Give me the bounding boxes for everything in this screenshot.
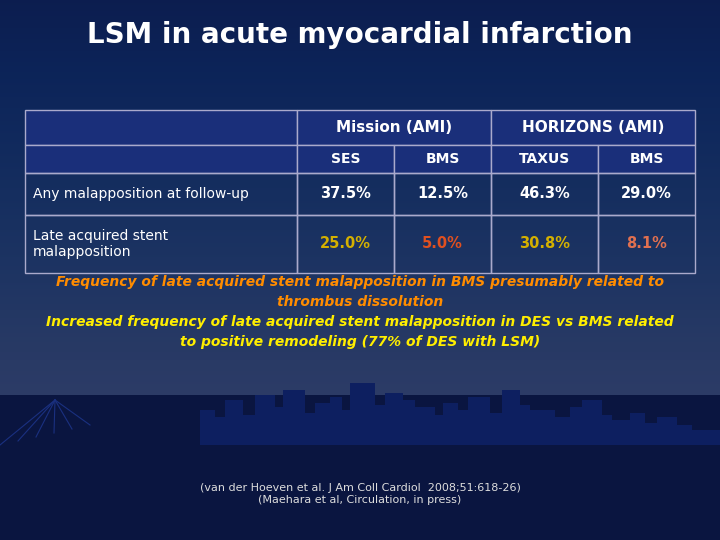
Bar	[555, 417, 570, 445]
Text: Mission (AMI): Mission (AMI)	[336, 120, 452, 135]
Text: Late acquired stent
malapposition: Late acquired stent malapposition	[33, 229, 168, 259]
Bar	[305, 413, 315, 445]
Bar	[25, 110, 297, 145]
Bar	[297, 215, 394, 273]
Bar	[458, 410, 468, 445]
Text: HORIZONS (AMI): HORIZONS (AMI)	[522, 120, 665, 135]
Text: 8.1%: 8.1%	[626, 237, 667, 252]
Text: BMS: BMS	[426, 152, 460, 166]
Bar	[297, 110, 491, 145]
Bar	[582, 400, 602, 445]
Bar	[491, 215, 598, 273]
Bar	[394, 145, 491, 173]
Text: LSM in acute myocardial infarction: LSM in acute myocardial infarction	[87, 21, 633, 49]
Bar	[677, 425, 692, 445]
Bar	[598, 215, 695, 273]
Bar	[0, 395, 720, 540]
Bar	[490, 413, 502, 445]
Bar	[275, 407, 283, 445]
Bar	[502, 390, 520, 445]
Bar	[342, 410, 350, 445]
Bar	[692, 430, 720, 445]
Bar	[350, 383, 375, 445]
Bar	[435, 415, 443, 445]
Bar	[491, 173, 598, 215]
Bar	[491, 110, 695, 145]
Text: 25.0%: 25.0%	[320, 237, 371, 252]
Bar	[403, 400, 415, 445]
Bar	[283, 390, 305, 445]
Text: 12.5%: 12.5%	[417, 186, 468, 201]
Bar	[297, 173, 394, 215]
Bar	[375, 405, 385, 445]
Bar	[330, 397, 342, 445]
Bar	[602, 415, 612, 445]
Bar	[520, 405, 530, 445]
Bar	[491, 145, 598, 173]
Text: Any malapposition at follow-up: Any malapposition at follow-up	[33, 187, 249, 201]
Bar	[630, 413, 645, 445]
Bar	[415, 407, 435, 445]
Bar	[657, 417, 677, 445]
Text: 46.3%: 46.3%	[519, 186, 570, 201]
Text: TAXUS: TAXUS	[519, 152, 570, 166]
Text: 29.0%: 29.0%	[621, 186, 672, 201]
Bar	[225, 400, 243, 445]
Bar	[394, 215, 491, 273]
Bar	[598, 145, 695, 173]
Bar	[443, 403, 458, 445]
Bar	[645, 423, 657, 445]
Text: 37.5%: 37.5%	[320, 186, 371, 201]
Text: 5.0%: 5.0%	[422, 237, 463, 252]
Bar	[25, 145, 297, 173]
Text: Frequency of late acquired stent malapposition in BMS presumably related to
thro: Frequency of late acquired stent malappo…	[56, 275, 664, 309]
Bar	[394, 173, 491, 215]
Bar	[215, 417, 225, 445]
Bar	[25, 215, 297, 273]
Bar	[530, 410, 555, 445]
Bar	[25, 173, 297, 215]
Text: (van der Hoeven et al. J Am Coll Cardiol  2008;51:618-26): (van der Hoeven et al. J Am Coll Cardiol…	[199, 483, 521, 493]
Bar	[315, 403, 330, 445]
Bar	[385, 393, 403, 445]
Bar	[598, 173, 695, 215]
Bar	[570, 407, 582, 445]
Bar	[612, 420, 630, 445]
Text: 30.8%: 30.8%	[519, 237, 570, 252]
Text: BMS: BMS	[629, 152, 664, 166]
Bar	[468, 397, 490, 445]
Bar	[243, 415, 255, 445]
Bar	[255, 395, 275, 445]
Text: (Maehara et al, Circulation, in press): (Maehara et al, Circulation, in press)	[258, 495, 462, 505]
Bar	[297, 145, 394, 173]
Bar	[200, 410, 215, 445]
Text: Increased frequency of late acquired stent malapposition in DES vs BMS related
t: Increased frequency of late acquired ste…	[46, 315, 674, 349]
Text: SES: SES	[330, 152, 360, 166]
